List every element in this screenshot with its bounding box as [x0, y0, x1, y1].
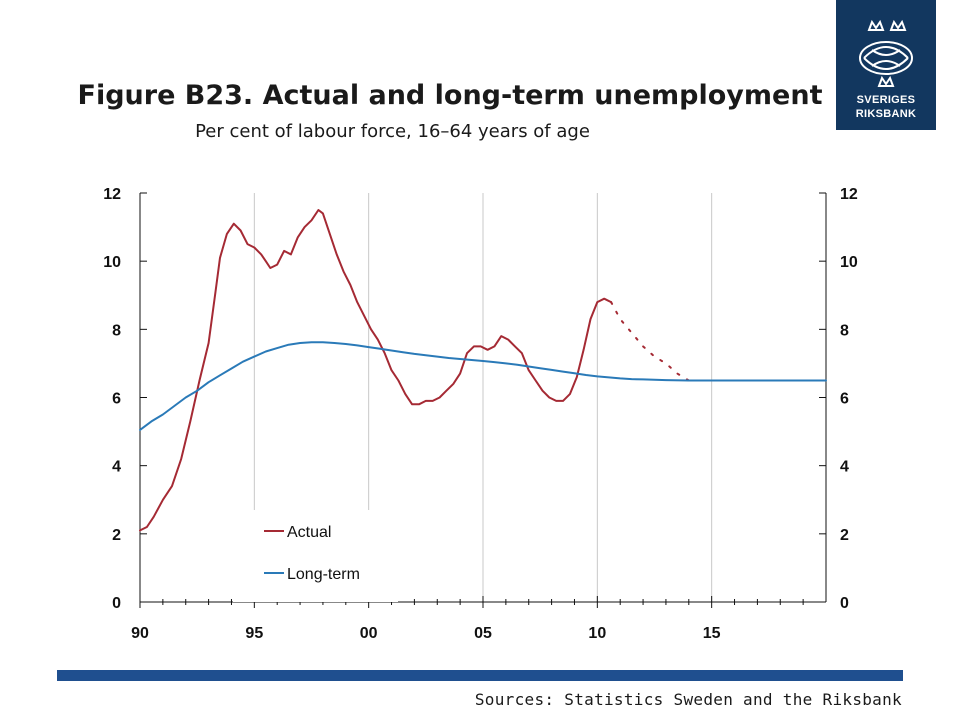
crown-emblem-icon [859, 19, 913, 87]
y-tick-label-left-10: 10 [103, 254, 121, 271]
y-tick-label-right-8: 8 [840, 322, 849, 339]
riksbank-logo: SVERIGES RIKSBANK [836, 0, 936, 130]
x-tick-label-10: 10 [588, 625, 606, 642]
x-tick-label-15: 15 [703, 625, 721, 642]
y-tick-label-left-8: 8 [112, 322, 121, 339]
y-tick-label-left-4: 4 [112, 459, 121, 476]
x-tick-label-90: 90 [131, 625, 149, 642]
footer-bar [57, 670, 903, 681]
y-tick-label-right-10: 10 [840, 254, 858, 271]
chart-title: Figure B23. Actual and long-term unemplo… [77, 80, 823, 111]
y-tick-label-left-2: 2 [112, 527, 121, 544]
series-line-long-term [139, 341, 827, 431]
x-tick-label-95: 95 [245, 625, 263, 642]
y-tick-label-left-6: 6 [112, 391, 121, 408]
legend-label-2: Long-term [287, 566, 360, 583]
legend-label-1: Actual [287, 524, 331, 541]
series-line-actual [139, 209, 613, 532]
y-tick-label-right-0: 0 [840, 595, 849, 612]
logo-text-line2: RIKSBANK [855, 108, 917, 120]
y-tick-label-right-2: 2 [840, 527, 849, 544]
series-line-actual-forecast [610, 301, 690, 382]
y-tick-label-right-6: 6 [840, 391, 849, 408]
y-tick-label-left-12: 12 [103, 186, 121, 203]
y-tick-label-left-0: 0 [112, 595, 121, 612]
legend-background [233, 510, 398, 602]
x-tick-label-00: 00 [360, 625, 378, 642]
chart-subtitle: Per cent of labour force, 16–64 years of… [195, 121, 590, 142]
y-tick-label-right-12: 12 [840, 186, 858, 203]
x-tick-label-05: 05 [474, 625, 492, 642]
logo-text-line1: SVERIGES [856, 94, 916, 106]
legend: Actual Long-term [233, 510, 398, 602]
sources-note: Sources: Statistics Sweden and the Riksb… [474, 690, 902, 709]
y-tick-label-right-4: 4 [840, 459, 849, 476]
